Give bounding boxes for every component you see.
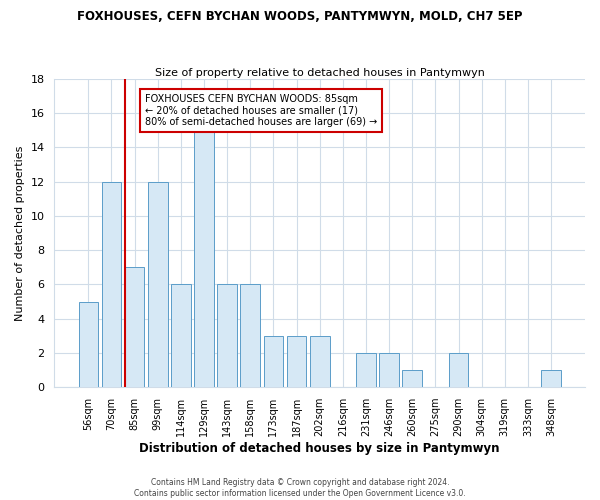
Bar [171,284,191,387]
Bar [287,336,307,387]
Bar [79,302,98,387]
Bar [148,182,167,387]
Text: Contains HM Land Registry data © Crown copyright and database right 2024.
Contai: Contains HM Land Registry data © Crown c… [134,478,466,498]
Bar [263,336,283,387]
Bar [194,130,214,387]
Bar [125,268,145,387]
Bar [541,370,561,387]
Text: FOXHOUSES, CEFN BYCHAN WOODS, PANTYMWYN, MOLD, CH7 5EP: FOXHOUSES, CEFN BYCHAN WOODS, PANTYMWYN,… [77,10,523,23]
Bar [403,370,422,387]
Bar [310,336,329,387]
X-axis label: Distribution of detached houses by size in Pantymwyn: Distribution of detached houses by size … [139,442,500,455]
Bar [449,353,469,387]
Title: Size of property relative to detached houses in Pantymwyn: Size of property relative to detached ho… [155,68,485,78]
Bar [379,353,399,387]
Bar [241,284,260,387]
Text: FOXHOUSES CEFN BYCHAN WOODS: 85sqm
← 20% of detached houses are smaller (17)
80%: FOXHOUSES CEFN BYCHAN WOODS: 85sqm ← 20%… [145,94,377,128]
Bar [356,353,376,387]
Y-axis label: Number of detached properties: Number of detached properties [15,146,25,320]
Bar [101,182,121,387]
Bar [217,284,237,387]
